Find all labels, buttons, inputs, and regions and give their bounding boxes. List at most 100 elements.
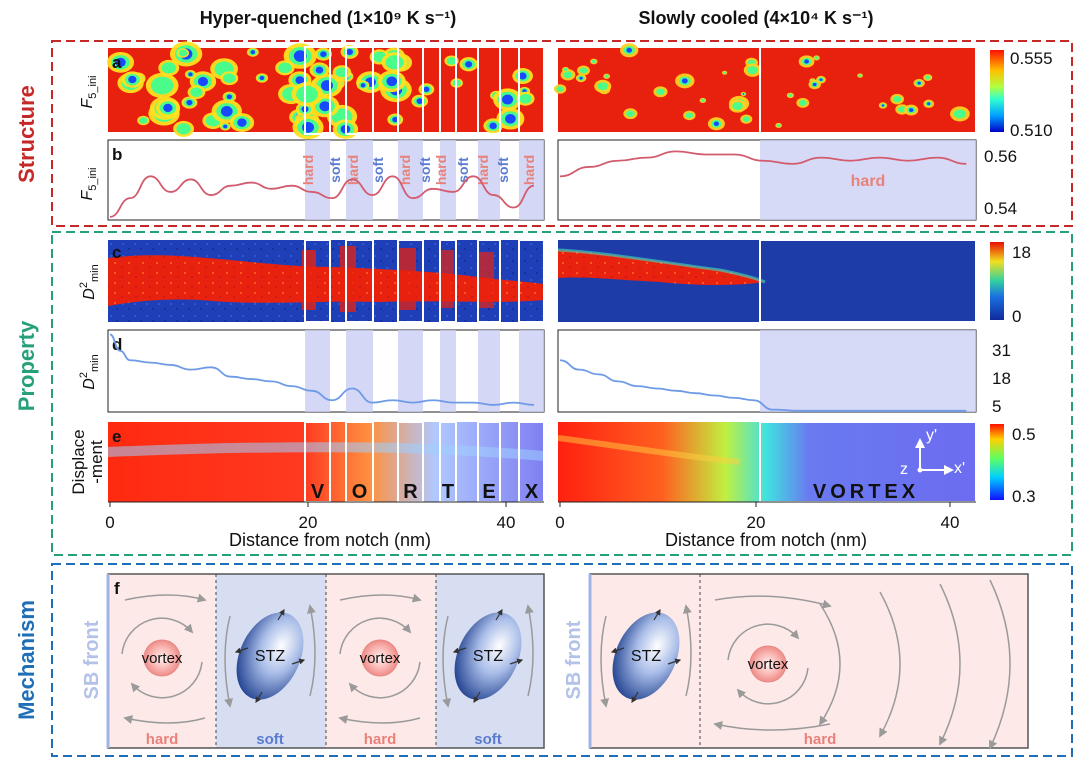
vortex-label: vortex xyxy=(360,650,401,667)
panel-e-ylabel: Displace -ment xyxy=(69,429,106,494)
panel-b-letter: b xyxy=(112,145,122,164)
band-fill-b xyxy=(519,140,544,220)
panel-c-colorbar xyxy=(990,242,1004,320)
x-tick-20: 20 xyxy=(747,513,766,532)
panel-a-letter: a xyxy=(112,53,122,72)
band-outline-c xyxy=(518,239,545,323)
stz-arrow xyxy=(255,691,263,704)
vortex-core xyxy=(749,645,787,683)
band-label-soft: soft xyxy=(495,157,511,183)
panel-b-tick-054: 0.54 xyxy=(984,199,1017,218)
series-line xyxy=(559,359,967,412)
band-label-hard: hard xyxy=(300,155,316,185)
stz-ellipse xyxy=(612,612,680,700)
flow-arrow xyxy=(714,595,832,609)
panel-e-right-shear-band xyxy=(557,435,741,465)
x-tick-0: 0 xyxy=(555,513,564,532)
vortex-letter: R xyxy=(403,481,418,503)
stz-arrow xyxy=(277,608,285,621)
band-fill-d xyxy=(440,330,456,412)
vortex-letter: O xyxy=(352,481,368,503)
band-label-soft: soft xyxy=(370,157,386,183)
flow-arrow xyxy=(713,721,831,731)
vortex-letter: V xyxy=(311,481,325,503)
sb-front-label-left: SB front xyxy=(81,620,103,699)
ylabel-sub: 5_ini xyxy=(87,167,99,190)
colorbar-e-min: 0.3 xyxy=(1012,487,1036,506)
band-fill-b xyxy=(440,140,456,220)
panel-d-tick-5: 5 xyxy=(992,397,1001,416)
flow-arrow xyxy=(338,715,421,724)
band-fill-b xyxy=(305,140,330,220)
ylabel-base: F xyxy=(79,190,96,201)
band-label-soft: soft xyxy=(417,157,433,183)
band-outline-c xyxy=(439,239,457,323)
series-line xyxy=(109,175,535,218)
band-outline-c xyxy=(477,239,501,323)
stz-arrow xyxy=(667,658,682,665)
x-axis-left: 0 20 40 Distance from notch (nm) xyxy=(105,501,544,550)
band-label-soft: soft xyxy=(455,157,471,183)
vortex-letter: E xyxy=(482,481,495,503)
panel-e-axes-triad: y' x' z xyxy=(900,427,965,478)
right-vortex-word: VORTEX xyxy=(813,481,919,503)
panel-a-ylabel: F5_ini xyxy=(79,75,99,108)
panel-c-left-map xyxy=(108,240,544,322)
band-label-hard: hard xyxy=(397,155,413,185)
x-tick-40: 40 xyxy=(941,513,960,532)
ylabel-base: F xyxy=(79,98,96,109)
band-label-hard: hard xyxy=(433,155,449,185)
colorbar-a-max: 0.555 xyxy=(1010,49,1053,68)
panel-a-colorbar xyxy=(990,50,1004,132)
axis-y-label: y' xyxy=(926,427,937,444)
axis-z-label: z xyxy=(900,461,908,478)
ylabel-sub: min xyxy=(89,354,101,372)
mechanism-label-hard: hard xyxy=(364,731,397,748)
stz-arrow xyxy=(610,647,625,654)
flow-arrow xyxy=(727,623,800,661)
x-axis-label-right: Distance from notch (nm) xyxy=(665,530,867,550)
mechanism-label-soft: soft xyxy=(256,731,284,748)
x-tick-40: 40 xyxy=(497,513,516,532)
mechanism-label-hard: hard xyxy=(146,731,179,748)
panel-d-tick-31: 31 xyxy=(992,341,1011,360)
band-outline-a xyxy=(345,46,374,135)
stz-arrow xyxy=(509,658,524,665)
flow-arrow xyxy=(736,667,809,705)
x-axis-right: 0 20 40 Distance from notch (nm) xyxy=(555,501,976,550)
band-label-hard: hard xyxy=(345,155,361,185)
flow-arrow xyxy=(123,715,206,724)
flow-arrow xyxy=(442,615,452,708)
band-fill-b xyxy=(398,140,423,220)
vortex-letter: X xyxy=(525,481,539,503)
stz-ellipse xyxy=(454,612,522,700)
panel-f-letter: f xyxy=(114,579,120,598)
panel-c-letter: c xyxy=(112,243,121,262)
property-section-label: Property xyxy=(14,320,39,411)
x-tick-20: 20 xyxy=(299,513,318,532)
ylabel-sub: 5_ini xyxy=(87,75,99,98)
panel-e-left-map xyxy=(108,422,544,502)
band-fill-b xyxy=(478,140,500,220)
mechanism-label-soft: soft xyxy=(474,731,502,748)
stz-arrow xyxy=(631,691,639,704)
vortex-core xyxy=(361,639,399,677)
band-outline-c xyxy=(304,239,331,323)
right-band-overlay xyxy=(759,46,977,503)
band-outline-a xyxy=(304,46,331,135)
panel-e-colorbar xyxy=(990,424,1004,500)
colorbar-c-max: 18 xyxy=(1012,243,1031,262)
panel-c-ylabel: D2min xyxy=(78,264,101,299)
flow-arrow xyxy=(224,615,234,708)
ylabel-sup: 2 xyxy=(78,372,90,378)
band-outline-a xyxy=(518,46,545,135)
ylabel-base: D xyxy=(81,378,98,390)
svg-text:F5_ini: F5_ini xyxy=(79,75,99,108)
panel-a-right-map xyxy=(553,43,976,132)
colorbar-c-min: 0 xyxy=(1012,307,1021,326)
mechanism-section-box xyxy=(51,563,1073,757)
band-outline-c xyxy=(345,239,374,323)
stz-arrow xyxy=(495,608,503,621)
